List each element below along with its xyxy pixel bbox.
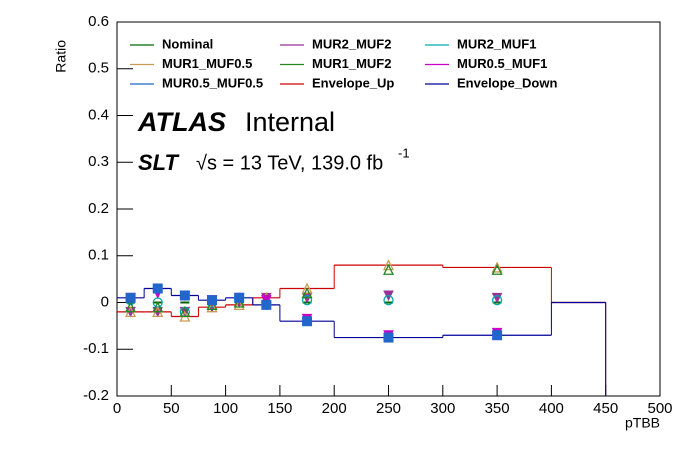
- x-tick-label: 250: [376, 400, 401, 417]
- legend-label: MUR1_MUF2: [312, 56, 391, 71]
- marker: [301, 295, 313, 306]
- marker: [301, 287, 313, 299]
- marker: [383, 332, 394, 343]
- y-tick-label: 0: [101, 293, 109, 310]
- y-tick-label: 0.6: [88, 13, 109, 30]
- y-tick-label: 0.2: [88, 200, 109, 217]
- x-tick-label: 0: [113, 400, 121, 417]
- y-tick-label: -0.1: [83, 340, 109, 357]
- y-tick-label: -0.2: [83, 387, 109, 404]
- lumi-exponent: -1: [398, 145, 410, 160]
- legend-label: Envelope_Down: [457, 75, 557, 90]
- atlas-label: ATLAS: [137, 107, 226, 137]
- x-tick-label: 100: [213, 400, 238, 417]
- channel-label: SLT: [138, 150, 179, 175]
- marker: [233, 298, 245, 310]
- x-tick-label: 450: [593, 400, 618, 417]
- x-tick-label: 400: [539, 400, 564, 417]
- legend-label: Nominal: [162, 36, 213, 51]
- marker: [491, 263, 503, 275]
- y-axis-label: Ratio: [53, 40, 69, 73]
- marker: [234, 292, 245, 303]
- x-tick-label: 350: [485, 400, 510, 417]
- y-tick-label: 0.4: [88, 106, 109, 123]
- marker: [206, 301, 218, 313]
- marker: [207, 295, 218, 306]
- marker: [383, 295, 394, 306]
- x-tick-label: 300: [430, 400, 455, 417]
- marker: [301, 282, 313, 294]
- marker: [382, 259, 395, 271]
- x-tick-label: 150: [267, 400, 292, 417]
- marker: [179, 305, 191, 318]
- marker: [179, 290, 190, 301]
- x-axis-label: pTBB: [625, 415, 660, 431]
- marker: [125, 292, 136, 303]
- marker: [152, 283, 163, 294]
- status-label: Internal: [245, 107, 335, 137]
- marker: [491, 261, 503, 273]
- legend-label: MUR0.5_MUF0.5: [162, 75, 263, 90]
- legend-label: MUR2_MUF1: [457, 36, 536, 51]
- y-tick-label: 0.1: [88, 247, 109, 264]
- x-tick-label: 50: [163, 400, 180, 417]
- marker: [261, 299, 272, 310]
- x-tick-label: 200: [322, 400, 347, 417]
- x-tick-label: 500: [647, 400, 672, 417]
- marker: [152, 301, 164, 313]
- legend-label: MUR2_MUF2: [312, 36, 391, 51]
- marker: [491, 295, 503, 306]
- energy-label: √s = 13 TeV, 139.0 fb: [196, 152, 383, 174]
- legend-label: MUR0.5_MUF1: [457, 56, 547, 71]
- marker: [302, 316, 313, 327]
- legend-label: Envelope_Up: [312, 75, 394, 90]
- marker: [125, 301, 137, 313]
- y-tick-label: 0.5: [88, 60, 109, 77]
- marker: [382, 263, 395, 275]
- legend-label: MUR1_MUF0.5: [162, 56, 252, 71]
- marker: [492, 330, 503, 341]
- y-tick-label: 0.3: [88, 153, 109, 170]
